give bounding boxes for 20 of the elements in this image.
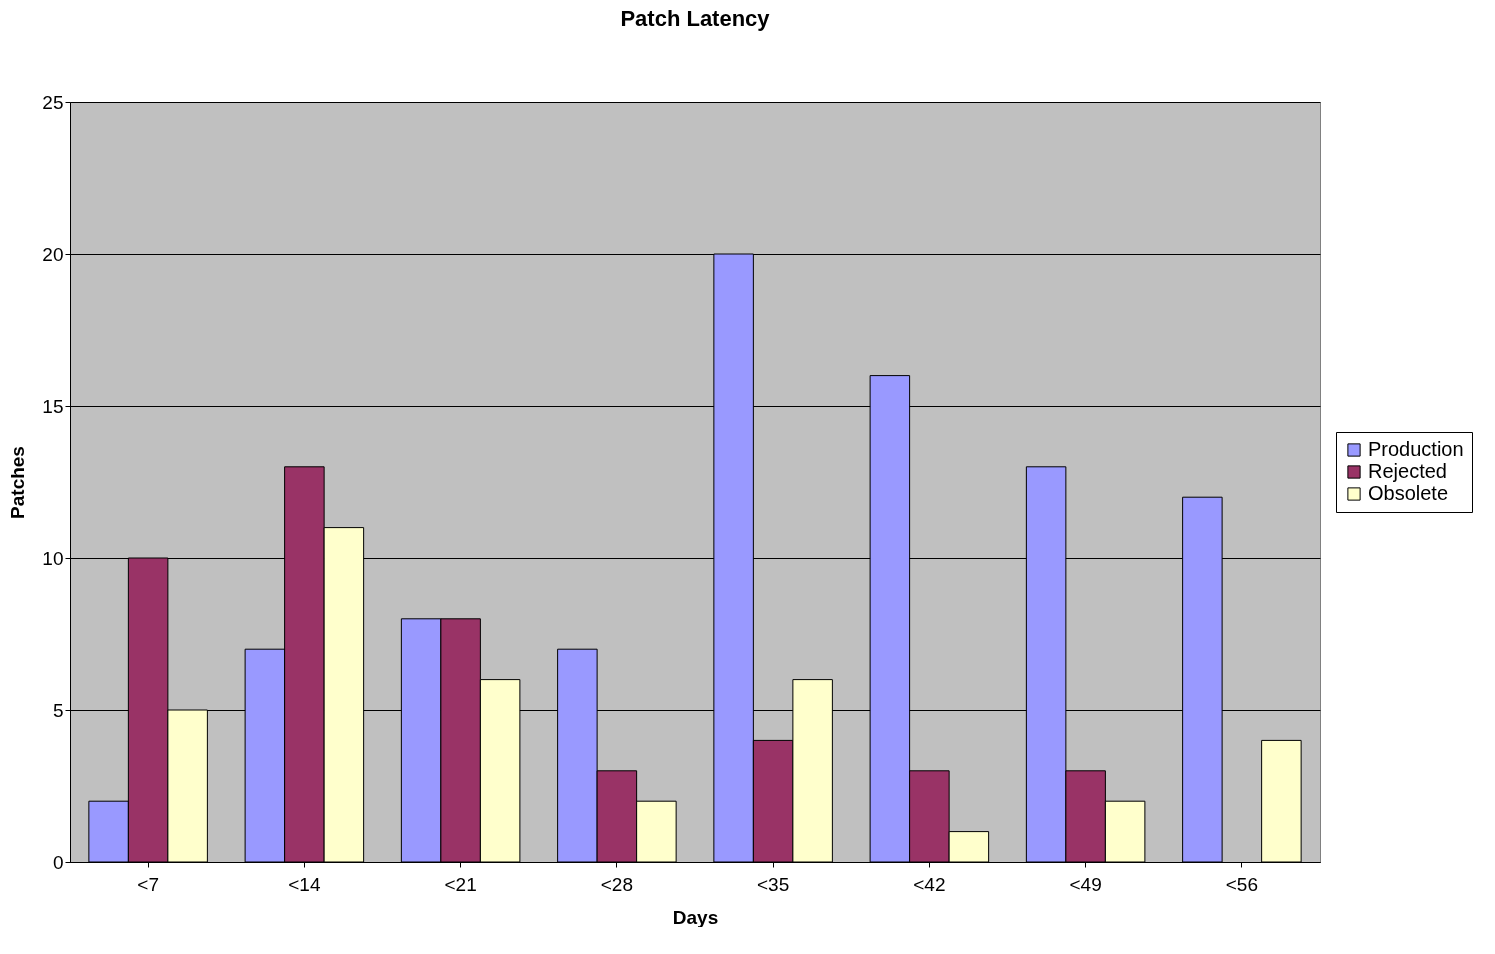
chart-title: Patch Latency xyxy=(620,6,771,31)
y-tick-label: 15 xyxy=(42,395,64,417)
legend-label: Obsolete xyxy=(1368,482,1449,504)
x-tick-label: <49 xyxy=(1069,873,1102,895)
x-tick-label: <35 xyxy=(757,873,790,895)
x-tick-label: <14 xyxy=(288,873,321,895)
x-tick-label: <56 xyxy=(1225,873,1258,895)
legend-label: Production xyxy=(1368,438,1464,460)
x-axis-title: Days xyxy=(672,906,719,928)
x-tick-label: <42 xyxy=(913,873,946,895)
x-tick-label: <28 xyxy=(600,873,633,895)
y-tick-label: 25 xyxy=(42,91,64,113)
x-tick-label: <7 xyxy=(137,873,159,895)
y-tick-label: 0 xyxy=(52,851,64,873)
y-axis-title: Patches xyxy=(7,446,29,519)
legend-label: Rejected xyxy=(1368,460,1447,482)
y-tick-label: 5 xyxy=(52,699,64,721)
y-tick-label: 20 xyxy=(42,243,64,265)
y-tick-label: 10 xyxy=(42,547,64,569)
x-tick-label: <21 xyxy=(444,873,477,895)
